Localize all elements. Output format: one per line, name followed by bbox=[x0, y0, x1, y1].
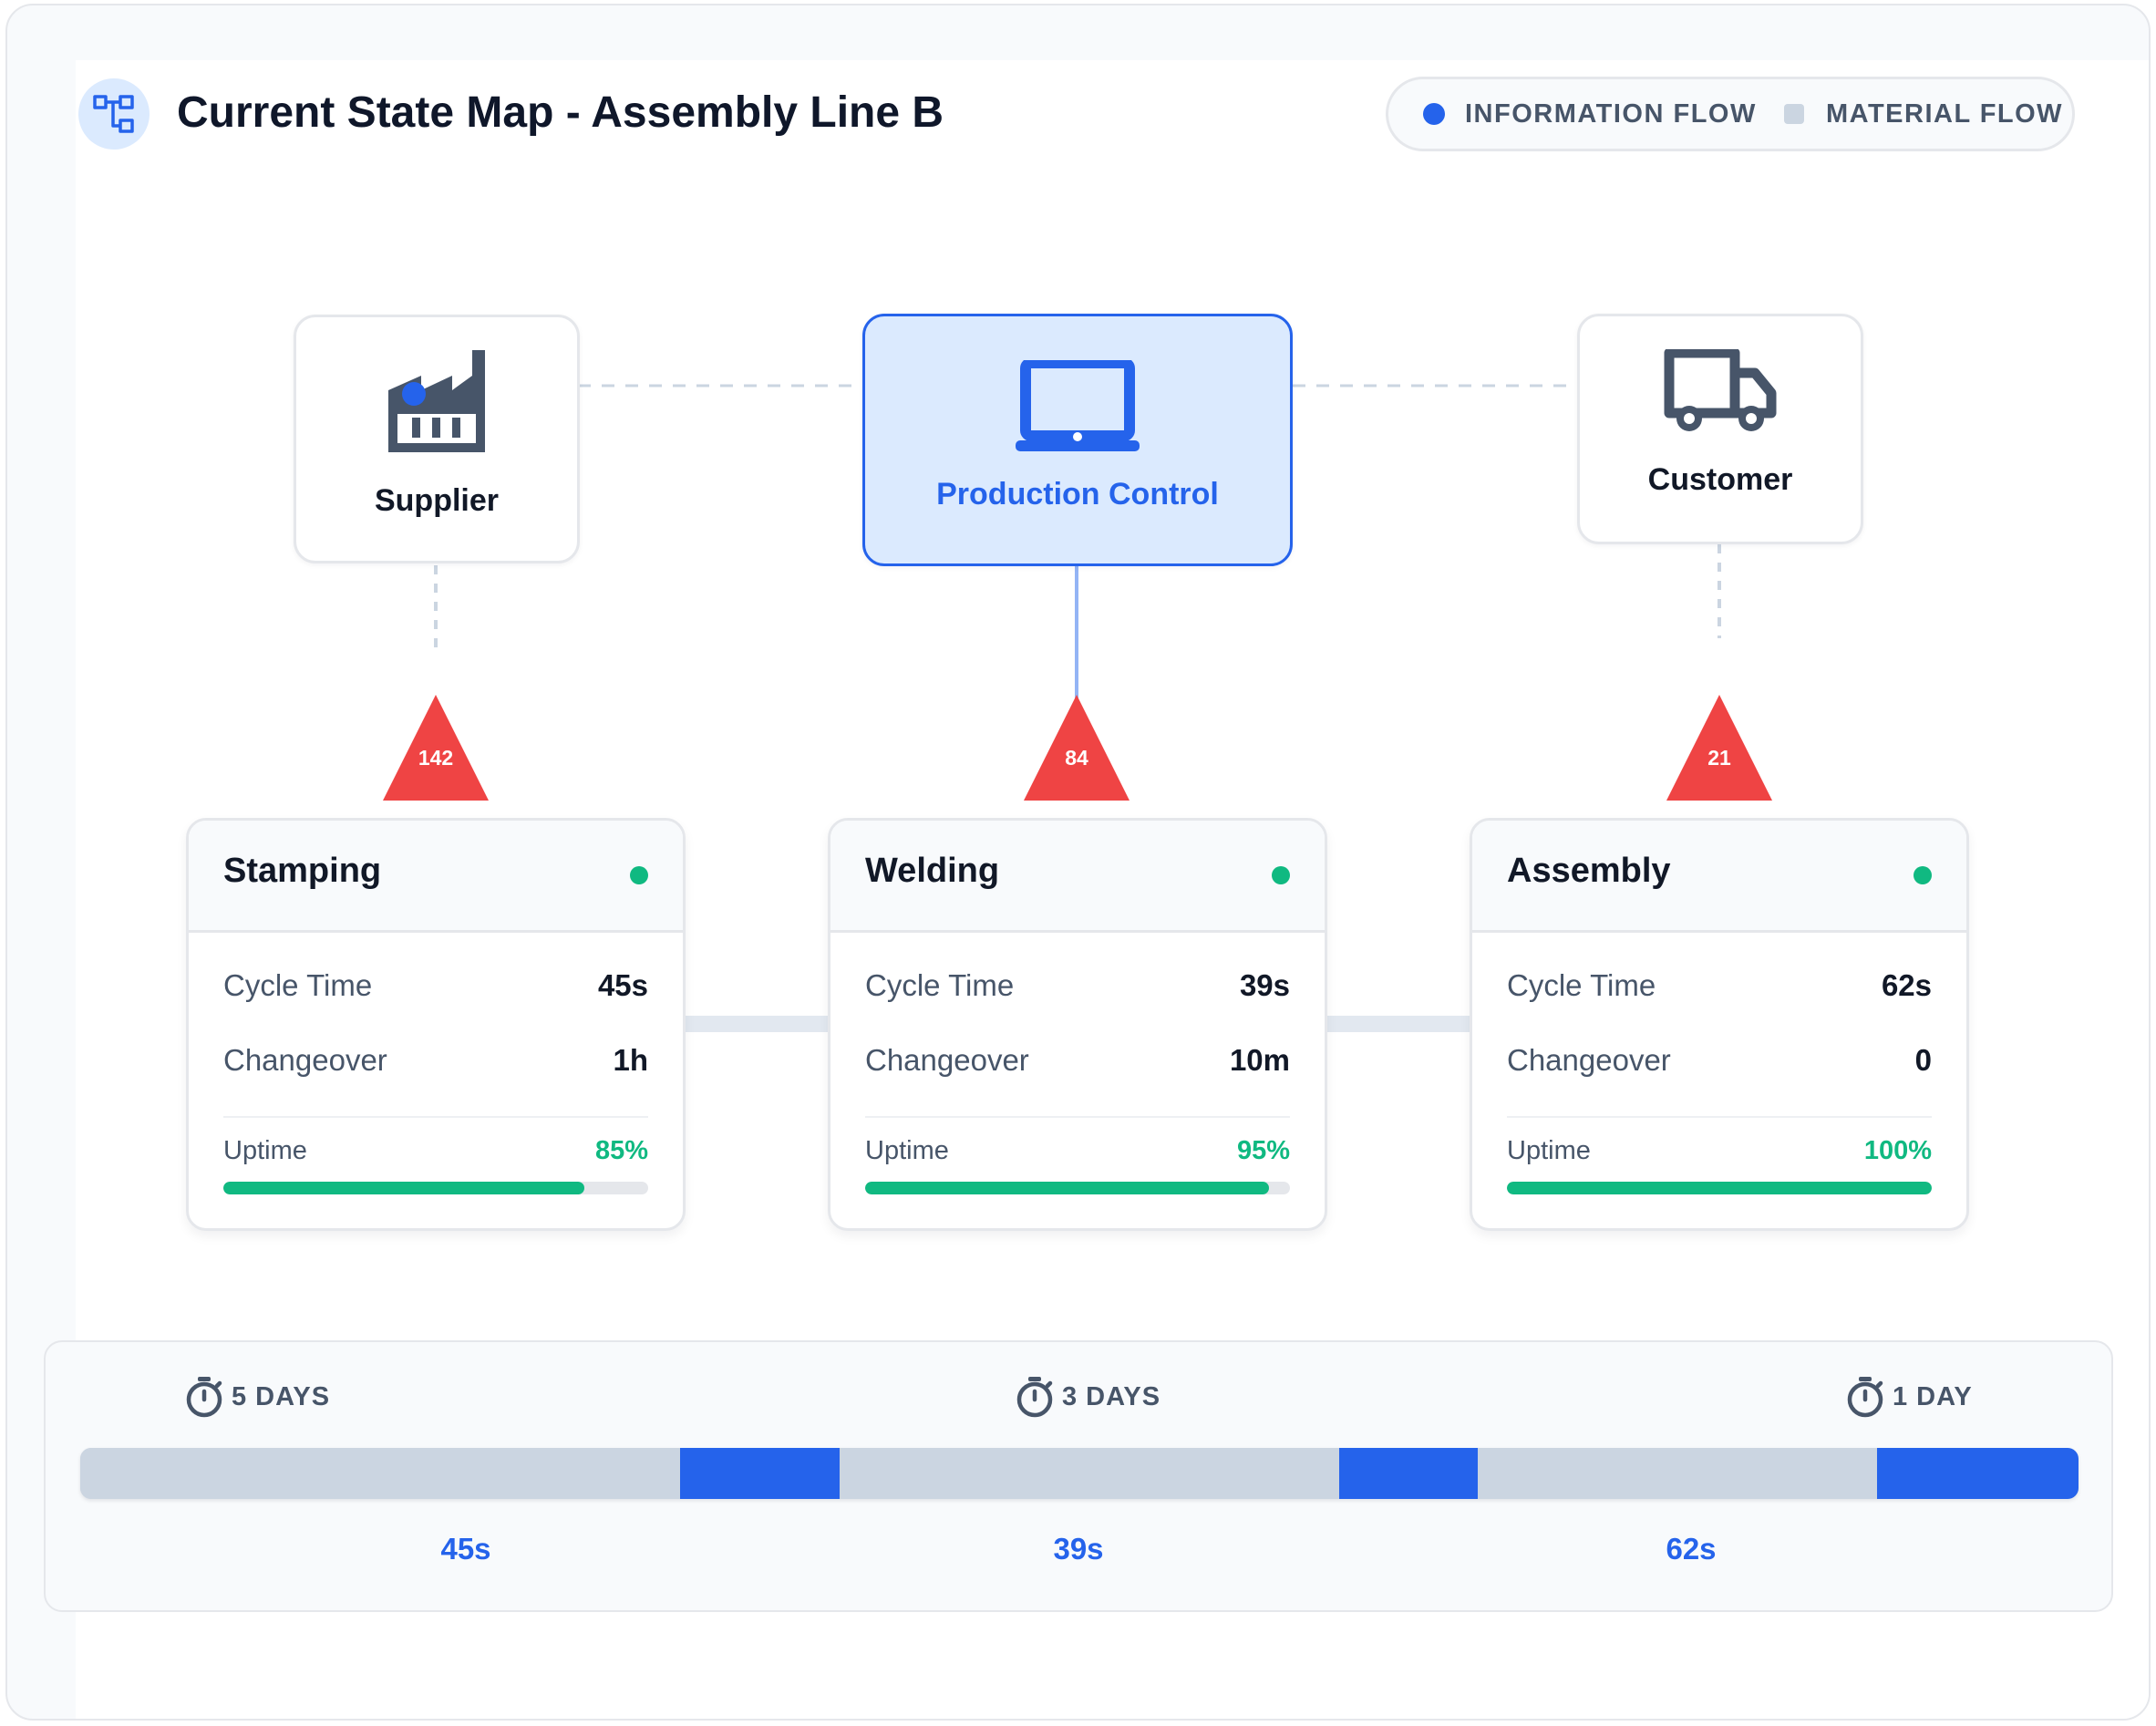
cycle-time-label: Cycle Time bbox=[865, 968, 1015, 1002]
timeline-process-segment bbox=[680, 1448, 840, 1499]
timeline-track bbox=[80, 1448, 2079, 1499]
card-header: Stamping bbox=[189, 821, 683, 933]
inventory-triangle: 21 bbox=[1665, 693, 1774, 801]
status-indicator bbox=[1272, 866, 1290, 884]
process-title: Welding bbox=[865, 852, 1000, 890]
inventory-count: 142 bbox=[418, 746, 454, 770]
material-push-connector bbox=[686, 1016, 830, 1032]
card-header: Assembly bbox=[1472, 821, 1966, 933]
timeline-wait-segment bbox=[1478, 1448, 1877, 1499]
uptime-value: 95% bbox=[1236, 1136, 1290, 1165]
inventory-count: 84 bbox=[1065, 746, 1088, 770]
process-time-label: 62s bbox=[1666, 1532, 1717, 1566]
wait-time-welding: 3 DAYS bbox=[1015, 1375, 1161, 1419]
legend-information-label: INFORMATION FLOW bbox=[1465, 98, 1757, 129]
legend: INFORMATION FLOW MATERIAL FLOW bbox=[1386, 77, 2075, 151]
uptime-bar-fill bbox=[865, 1182, 1269, 1194]
production-control-label: Production Control bbox=[936, 477, 1219, 512]
flowchart-icon bbox=[78, 78, 150, 150]
timeline-process-segment bbox=[1877, 1448, 2079, 1499]
uptime-label: Uptime bbox=[223, 1136, 307, 1165]
material-push-connector bbox=[1327, 1016, 1471, 1032]
wait-time-stamping: 5 DAYS bbox=[184, 1375, 330, 1419]
truck-icon bbox=[1664, 349, 1777, 431]
timeline-wait-segment bbox=[840, 1448, 1339, 1499]
cycle-time-value: 62s bbox=[1881, 968, 1932, 1002]
process-title: Assembly bbox=[1507, 852, 1671, 890]
uptime-value: 85% bbox=[594, 1136, 648, 1165]
card-divider bbox=[223, 1116, 648, 1118]
card-header: Welding bbox=[830, 821, 1325, 933]
cycle-time-label: Cycle Time bbox=[1507, 968, 1656, 1002]
uptime-label: Uptime bbox=[865, 1136, 949, 1165]
wait-time-assembly: 1 DAY bbox=[1845, 1375, 1973, 1419]
process-time-label: 39s bbox=[1053, 1532, 1104, 1566]
supplier-label: Supplier bbox=[374, 483, 500, 518]
customer-node[interactable]: Customer bbox=[1577, 314, 1863, 544]
changeover-value: 0 bbox=[1914, 1043, 1932, 1077]
uptime-bar bbox=[865, 1182, 1290, 1194]
status-indicator bbox=[1914, 866, 1932, 884]
legend-material-label: MATERIAL FLOW bbox=[1826, 98, 2064, 129]
process-time-label: 45s bbox=[440, 1532, 491, 1566]
inventory-icon bbox=[383, 695, 489, 801]
timeline-wait-segment bbox=[80, 1448, 680, 1499]
supplier-node[interactable]: Supplier bbox=[294, 315, 580, 563]
uptime-bar bbox=[1507, 1182, 1932, 1194]
production-control-node[interactable]: Production Control bbox=[862, 314, 1293, 566]
uptime-bar-fill bbox=[223, 1182, 585, 1194]
laptop-icon bbox=[1016, 360, 1140, 451]
changeover-label: Changeover bbox=[1507, 1043, 1671, 1077]
process-card-welding[interactable]: Welding Cycle Time 39s Changeover 10m Up… bbox=[828, 818, 1327, 1231]
cycle-time-label: Cycle Time bbox=[223, 968, 373, 1002]
inventory-icon bbox=[1666, 695, 1772, 801]
stopwatch-icon bbox=[186, 1377, 222, 1418]
uptime-bar bbox=[223, 1182, 648, 1194]
uptime-label: Uptime bbox=[1507, 1136, 1591, 1165]
uptime-bar-fill bbox=[1507, 1182, 1932, 1194]
wait-time-label: 1 DAY bbox=[1893, 1381, 1973, 1411]
cycle-time-value: 39s bbox=[1239, 968, 1290, 1002]
changeover-value: 10m bbox=[1229, 1043, 1290, 1077]
timeline-process-segment bbox=[1339, 1448, 1478, 1499]
legend-information-flow: INFORMATION FLOW bbox=[1423, 79, 1757, 149]
wait-time-label: 5 DAYS bbox=[232, 1381, 331, 1411]
process-card-assembly[interactable]: Assembly Cycle Time 62s Changeover 0 Upt… bbox=[1470, 818, 1969, 1231]
page-title: Current State Map - Assembly Line B bbox=[177, 88, 944, 137]
card-divider bbox=[1507, 1116, 1932, 1118]
factory-icon bbox=[388, 350, 485, 452]
inventory-triangle: 142 bbox=[381, 693, 490, 801]
uptime-value: 100% bbox=[1863, 1136, 1932, 1165]
changeover-value: 1h bbox=[613, 1043, 648, 1077]
inventory-icon bbox=[1024, 695, 1130, 801]
customer-label: Customer bbox=[1647, 462, 1793, 497]
legend-information-swatch bbox=[1423, 103, 1445, 125]
inventory-triangle: 84 bbox=[1022, 693, 1131, 801]
changeover-label: Changeover bbox=[223, 1043, 387, 1077]
lead-time-ladder: 5 DAYS 3 DAYS 1 DAY 45s 39s 62s bbox=[44, 1340, 2113, 1612]
process-title: Stamping bbox=[223, 852, 382, 890]
process-card-stamping[interactable]: Stamping Cycle Time 45s Changeover 1h Up… bbox=[186, 818, 686, 1231]
legend-material-swatch bbox=[1784, 104, 1804, 124]
legend-material-flow: MATERIAL FLOW bbox=[1784, 79, 2063, 149]
card-divider bbox=[865, 1116, 1290, 1118]
stopwatch-icon bbox=[1016, 1377, 1053, 1418]
wait-time-label: 3 DAYS bbox=[1062, 1381, 1161, 1411]
inventory-count: 21 bbox=[1707, 746, 1731, 770]
cycle-time-value: 45s bbox=[597, 968, 648, 1002]
stopwatch-icon bbox=[1847, 1377, 1883, 1418]
changeover-label: Changeover bbox=[865, 1043, 1029, 1077]
status-indicator bbox=[630, 866, 648, 884]
